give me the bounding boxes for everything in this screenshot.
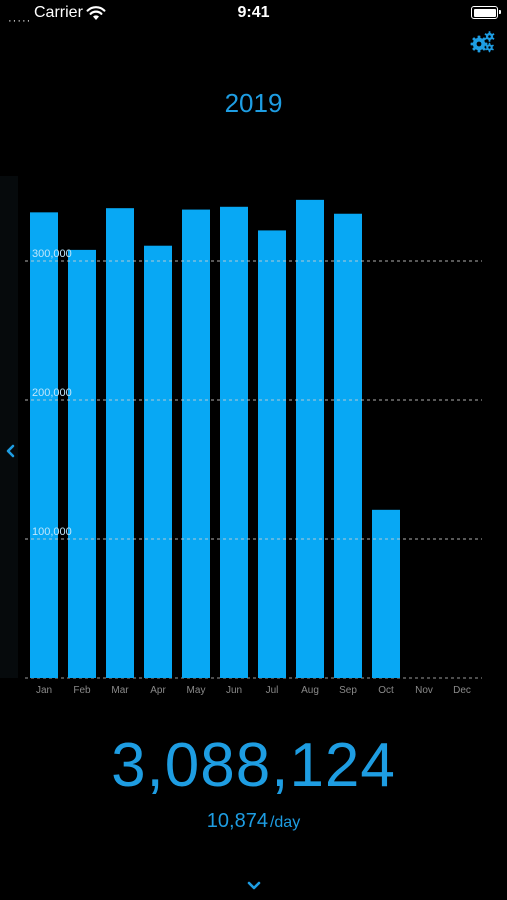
x-tick-label: Jan: [36, 685, 52, 696]
year-title[interactable]: 2019: [224, 88, 283, 118]
battery-icon: [471, 6, 501, 19]
x-tick-label: Oct: [378, 685, 394, 696]
bar-aug: [296, 199, 324, 678]
per-day-unit: /day: [269, 814, 301, 831]
chevron-left-icon[interactable]: [4, 442, 16, 460]
previous-page-strip[interactable]: [0, 176, 18, 678]
bar-jul: [258, 230, 286, 679]
bar-apr: [144, 245, 172, 678]
x-tick-label: Jun: [226, 685, 242, 696]
y-tick-label: 300,000: [32, 248, 72, 260]
clock: 9:41: [237, 4, 270, 21]
y-tick-label: 100,000: [32, 526, 72, 538]
bar-jan: [30, 212, 58, 678]
wifi-icon: [86, 6, 106, 20]
bar-jun: [220, 206, 248, 678]
bar-oct: [372, 509, 400, 678]
signal-indicator: ·····: [8, 15, 32, 27]
x-tick-label: May: [187, 685, 206, 696]
total-count: 3,088,124: [111, 731, 396, 800]
bar-sep: [334, 213, 362, 679]
chevron-down-icon[interactable]: [246, 880, 262, 892]
monthly-bar-chart: 100,000 200,000 300,000 Jan Feb Mar Apr May Jun J…: [25, 199, 482, 696]
per-day-value: 10,874: [206, 810, 268, 832]
x-tick-label: Feb: [73, 685, 91, 696]
status-bar: ····· Carrier 9:41: [0, 0, 507, 30]
x-tick-label: Sep: [339, 685, 357, 696]
bar-mar: [106, 208, 134, 678]
x-tick-label: Dec: [453, 685, 471, 696]
x-tick-label: Jul: [266, 685, 279, 696]
x-tick-label: Aug: [301, 685, 319, 696]
x-tick-label: Mar: [111, 685, 129, 696]
y-tick-label: 200,000: [32, 387, 72, 399]
x-tick-label: Apr: [150, 685, 166, 696]
per-day-average: 10,874/day: [0, 810, 507, 833]
x-tick-label: Nov: [415, 685, 433, 696]
bar-feb: [68, 249, 96, 678]
gears-icon[interactable]: [470, 30, 496, 54]
bar-may: [182, 209, 210, 678]
carrier-label: Carrier: [34, 4, 83, 21]
